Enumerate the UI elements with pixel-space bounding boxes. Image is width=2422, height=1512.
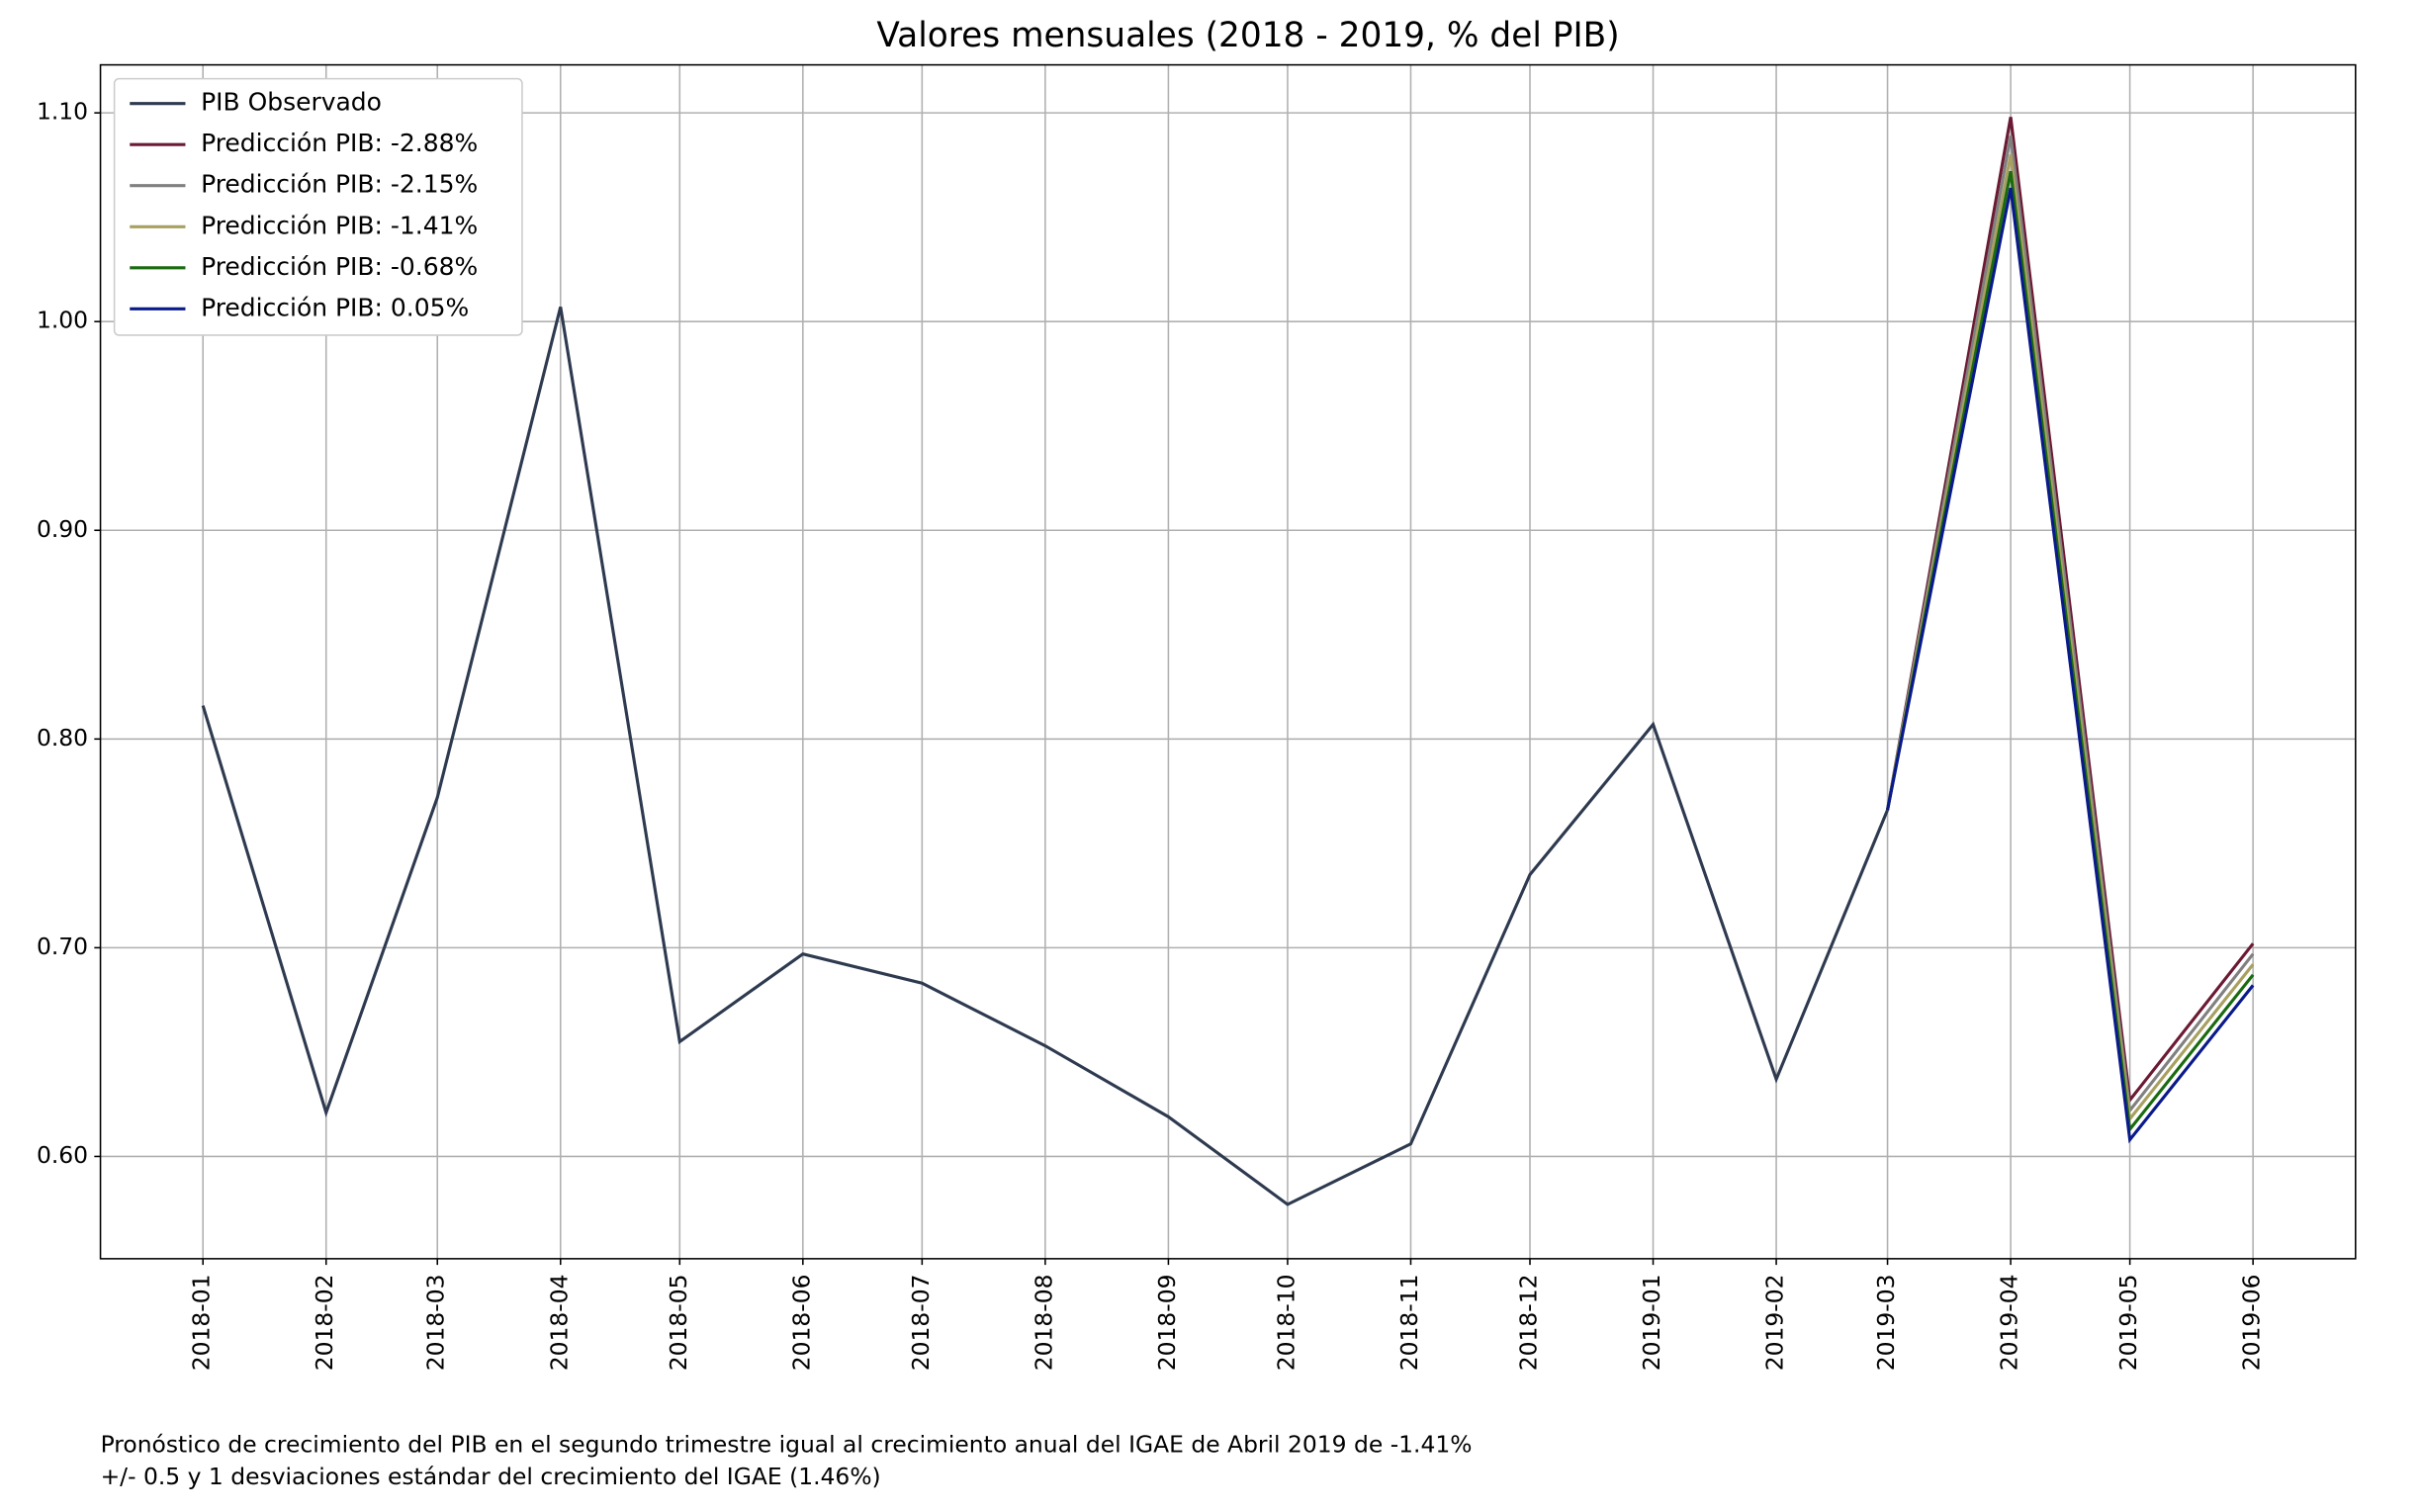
series-line [201, 307, 1889, 1206]
series-line [1886, 117, 2255, 1105]
x-tick-label: 2018-09 [1153, 1274, 1181, 1371]
x-tick-label: 2018-02 [311, 1274, 338, 1371]
y-tick-label: 1.00 [37, 307, 88, 334]
x-tick-label: 2018-01 [188, 1274, 216, 1371]
x-tick-label: 2019-01 [1638, 1274, 1665, 1371]
y-tick-label: 0.70 [37, 933, 88, 960]
annotation: +/- 0.5 y 1 desviaciones estándar del cr… [101, 1463, 881, 1490]
x-tick-label: 2019-03 [1872, 1274, 1900, 1371]
series-line [1886, 135, 2255, 1114]
legend-label: Predicción PIB: 0.05% [201, 293, 469, 321]
y-tick-label: 0.60 [37, 1141, 88, 1169]
legend-box [113, 77, 523, 336]
legend-label: PIB Observado [201, 88, 382, 117]
x-tick-label: 2019-02 [1761, 1274, 1789, 1371]
series-line [1886, 170, 2255, 1133]
legend-label: Predicción PIB: -0.68% [201, 252, 478, 281]
x-tick-label: 2019-04 [1996, 1274, 2023, 1371]
x-tick-label: 2018-04 [545, 1274, 573, 1371]
x-tick-label: 2018-10 [1272, 1274, 1300, 1371]
series-line [1886, 154, 2255, 1123]
plot-frame [99, 63, 2357, 1260]
x-tick-label: 2018-11 [1395, 1274, 1423, 1371]
x-tick-label: 2019-05 [2114, 1274, 2142, 1371]
x-tick-label: 2018-08 [1030, 1274, 1057, 1371]
annotation: Pronóstico de crecimiento del PIB en el … [101, 1430, 1473, 1458]
x-tick-label: 2018-12 [1514, 1274, 1542, 1371]
y-tick-label: 1.10 [37, 98, 88, 126]
x-tick-label: 2019-06 [2238, 1274, 2266, 1371]
y-tick-label: 0.80 [37, 724, 88, 752]
y-tick-label: 0.90 [37, 515, 88, 543]
x-tick-label: 2018-06 [787, 1274, 815, 1371]
legend-label: Predicción PIB: -1.41% [201, 211, 478, 239]
chart-title: Valores mensuales (2018 - 2019, % del PI… [876, 16, 1619, 55]
legend-label: Predicción PIB: -2.15% [201, 170, 478, 199]
x-tick-label: 2018-05 [665, 1274, 692, 1371]
legend: PIB Observado Predicción PIB: -2.88% Predi… [113, 77, 523, 336]
legend-label: Predicción PIB: -2.88% [201, 129, 478, 157]
x-tick-label: 2018-07 [907, 1274, 935, 1371]
series-line [1886, 187, 2255, 1144]
x-tick-label: 2018-03 [422, 1274, 450, 1371]
